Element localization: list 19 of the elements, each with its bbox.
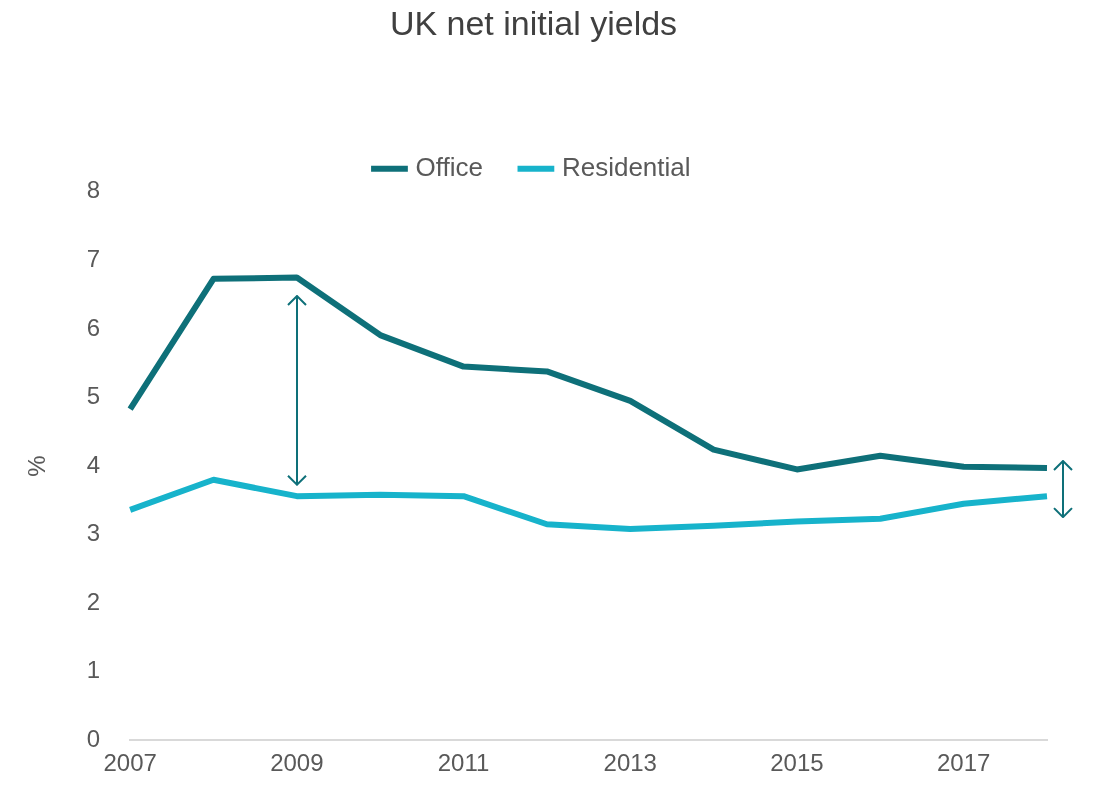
x-tick-label: 2015 — [770, 749, 824, 777]
y-tick-label: 1 — [86, 656, 101, 684]
y-tick-label: 7 — [86, 244, 101, 272]
y-tick-label: 3 — [86, 519, 101, 547]
x-tick-label: 2009 — [270, 749, 324, 777]
y-tick-label: 2 — [86, 587, 101, 615]
y-tick-label: 6 — [86, 313, 101, 341]
x-tick-label: 2013 — [603, 749, 657, 777]
x-tick-label: 2007 — [103, 749, 157, 777]
y-tick-label: 4 — [86, 450, 101, 478]
y-axis-title: % — [23, 455, 51, 477]
legend-label: Office — [415, 151, 483, 182]
x-tick-label: 2011 — [437, 749, 490, 777]
y-tick-label: 0 — [86, 724, 101, 752]
x-tick-label: 2017 — [936, 749, 991, 777]
y-tick-label: 8 — [86, 176, 101, 204]
chart-title: UK net initial yields — [389, 3, 678, 42]
y-tick-label: 5 — [86, 382, 101, 410]
legend-label: Residential — [561, 151, 691, 182]
